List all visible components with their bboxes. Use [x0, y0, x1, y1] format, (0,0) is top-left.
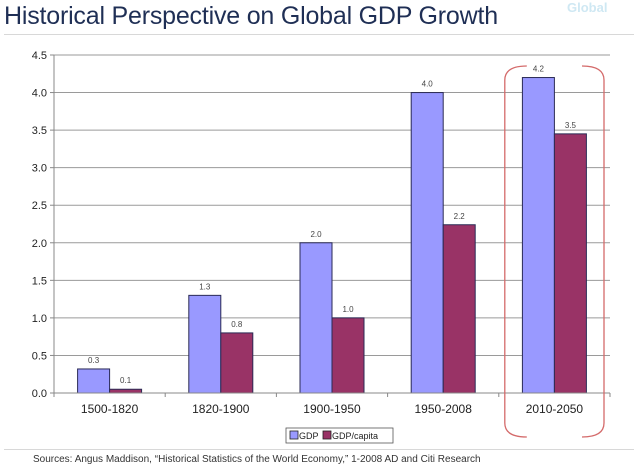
footer-divider — [4, 449, 634, 450]
bar-gdp-1820-1900 — [188, 294, 222, 394]
category-labels: 1500-1820 1820-1900 1900-1950 1950-2008 2010… — [81, 402, 584, 416]
bar-gdp-1500-1820 — [77, 368, 111, 394]
y-tick-label: 0.0 — [32, 388, 47, 400]
data-label-gdp-1500-1820: 0.3 — [88, 356, 100, 365]
legend-label-gdp: GDP — [299, 431, 319, 441]
data-label-gdp-1820-1900: 1.3 — [199, 282, 211, 291]
y-tick-label: 3.5 — [32, 125, 47, 137]
brand-watermark: Global — [567, 0, 608, 15]
data-labels: 0.3 0.1 1.3 0.8 2.0 1.0 4.0 2.2 4.2 3.5 — [88, 65, 576, 386]
x-tick-label: 1900-1950 — [303, 402, 361, 416]
y-tick-label: 0.5 — [32, 350, 47, 362]
highlight-bracket — [504, 65, 605, 438]
data-label-gdp-1900-1950: 2.0 — [310, 230, 322, 239]
page-title: Historical Perspective on Global GDP Gro… — [4, 2, 498, 30]
legend: GDP GDP/capita — [285, 427, 394, 444]
y-tick-label: 2.0 — [32, 238, 47, 250]
y-tick-label: 4.0 — [32, 88, 47, 100]
bar-gdp-2010-2050 — [521, 77, 555, 394]
bar-gdp-capita-1820-1900 — [220, 332, 254, 394]
x-tick-label: 1820-1900 — [192, 402, 250, 416]
highlight-bracket-left — [504, 65, 527, 438]
x-tick-label: 1500-1820 — [81, 402, 139, 416]
data-label-gdp-capita-1500-1820: 0.1 — [120, 376, 132, 385]
title-divider — [4, 34, 634, 35]
y-tick-label: 1.0 — [32, 313, 47, 325]
y-tick-label: 2.5 — [32, 200, 47, 212]
source-note: Sources: Angus Maddison, “Historical Sta… — [33, 454, 481, 465]
bars — [77, 77, 587, 394]
y-tick-label: 1.5 — [32, 275, 47, 287]
legend-box — [285, 427, 394, 444]
bar-gdp-1950-2008 — [410, 92, 444, 394]
legend-swatch-gdp — [289, 430, 299, 440]
data-label-gdp-capita-1900-1950: 1.0 — [342, 305, 354, 314]
legend-swatch-gdp-capita — [322, 430, 332, 440]
y-axis-ticks: 0.0 0.5 1.0 1.5 2.0 2.5 3.0 3.5 4.0 4.5 — [32, 50, 54, 400]
data-label-gdp-capita-1820-1900: 0.8 — [231, 320, 243, 329]
bar-gdp-1900-1950 — [299, 242, 333, 394]
x-tick-label: 2010-2050 — [526, 402, 584, 416]
highlight-bracket-right — [581, 65, 605, 438]
y-tick-label: 4.5 — [32, 50, 47, 62]
data-label-gdp-2010-2050: 4.2 — [533, 65, 545, 74]
legend-label-gdp-capita: GDP/capita — [332, 431, 378, 441]
y-tick-label: 3.0 — [32, 163, 47, 175]
bar-gdp-capita-2010-2050 — [553, 133, 587, 394]
data-label-gdp-capita-1950-2008: 2.2 — [454, 212, 466, 221]
bar-gdp-capita-1900-1950 — [331, 317, 365, 394]
bar-gdp-capita-1950-2008 — [442, 224, 476, 394]
bar-gdp-capita-1500-1820 — [109, 388, 143, 394]
x-tick-label: 1950-2008 — [415, 402, 473, 416]
data-label-gdp-1950-2008: 4.0 — [422, 80, 434, 89]
data-label-gdp-capita-2010-2050: 3.5 — [565, 121, 577, 130]
axes — [53, 55, 611, 397]
